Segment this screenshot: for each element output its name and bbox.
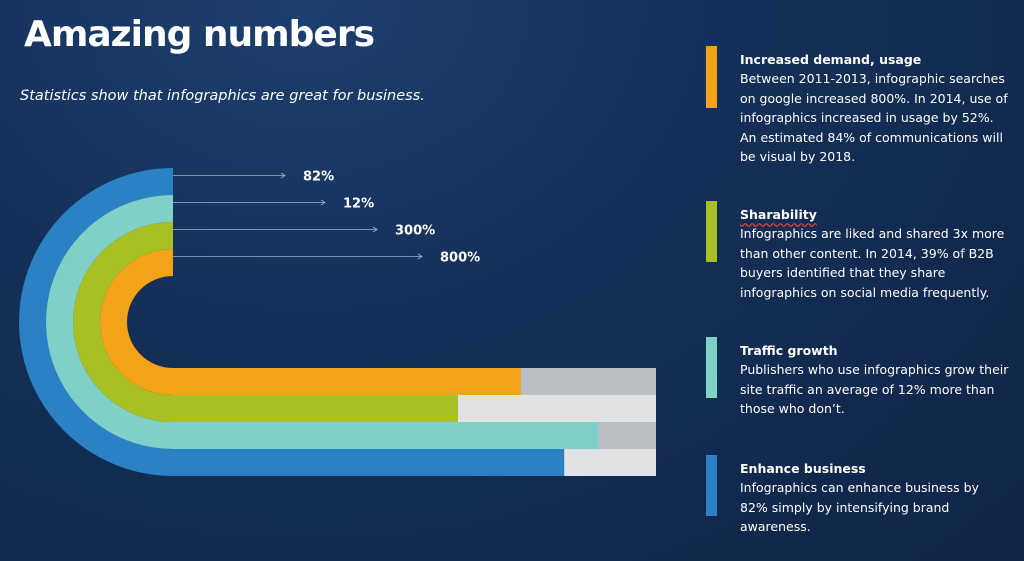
stat-text: Enhance business Infographics can enhanc…: [740, 459, 1010, 537]
leader-arrowhead: [280, 172, 286, 179]
bar-sharability: [73, 222, 458, 422]
value-label: 800%: [440, 251, 480, 266]
stat-text: Traffic growth Publishers who use infogr…: [740, 341, 1010, 419]
stat-title: Increased demand, usage: [740, 52, 922, 67]
stat-body: Publishers who use infographics grow the…: [740, 362, 1009, 416]
value-label: 300%: [395, 224, 435, 239]
leader-arrowhead: [372, 226, 378, 233]
stat-body: Infographics can enhance business by 82%…: [740, 480, 979, 534]
stat-traffic-growth: Traffic growth Publishers who use infogr…: [706, 337, 1016, 416]
leader-arrowhead: [417, 253, 423, 260]
stat-body: Infographics are liked and shared 3x mor…: [740, 226, 1005, 300]
stat-text: Sharability Infographics are liked and s…: [740, 205, 1010, 302]
stat-color-bar: [706, 46, 717, 108]
stat-color-bar: [706, 201, 717, 262]
leader-arrowhead: [320, 199, 326, 206]
bar-traffic-growth: [46, 195, 599, 449]
stat-title: Traffic growth: [740, 343, 838, 358]
page-title: Amazing numbers: [24, 14, 375, 55]
stat-sharability: Sharability Infographics are liked and s…: [706, 201, 1016, 300]
stat-title: Sharability: [740, 205, 1010, 224]
value-label: 82%: [303, 170, 334, 185]
stat-enhance-business: Enhance business Infographics can enhanc…: [706, 455, 1016, 534]
stat-body: Between 2011-2013, infographic searches …: [740, 71, 1008, 164]
stat-text: Increased demand, usage Between 2011-201…: [740, 50, 1010, 167]
stat-increased-demand: Increased demand, usage Between 2011-201…: [706, 46, 1016, 164]
stat-title: Enhance business: [740, 461, 866, 476]
stat-title-text: Sharability: [740, 207, 817, 222]
stat-color-bar: [706, 337, 717, 398]
stat-color-bar: [706, 455, 717, 516]
bar-increased-demand-usage: [100, 249, 521, 395]
page-subtitle: Statistics show that infographics are gr…: [20, 88, 425, 104]
value-label: 12%: [343, 197, 374, 212]
semicircle-bar-chart: 82% 12% 300% 800%: [19, 168, 656, 476]
stats-panel: Increased demand, usage Between 2011-201…: [706, 0, 1016, 561]
